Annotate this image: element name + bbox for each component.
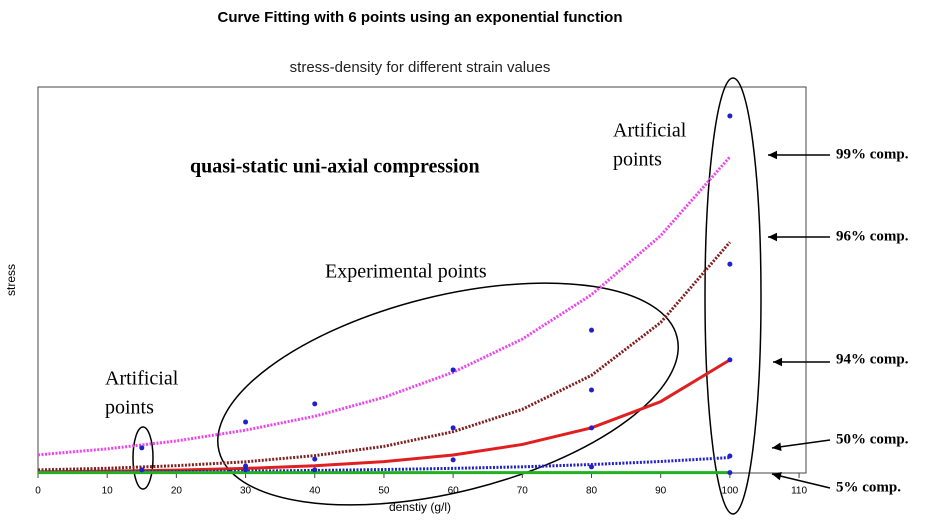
series-line: [37, 358, 731, 474]
x-axis-label: denstiy (g/l): [389, 500, 451, 514]
series-line: [37, 241, 732, 472]
data-point: [312, 401, 318, 407]
data-point: [727, 453, 733, 459]
legend-arrow: [771, 439, 831, 449]
data-point: [727, 261, 733, 267]
data-point: [589, 327, 595, 333]
x-tick-label: 80: [586, 486, 598, 497]
data-point: [243, 419, 249, 425]
legend-label: 94% comp.: [836, 351, 909, 367]
data-point: [727, 357, 733, 363]
ellipses: [132, 77, 762, 515]
x-tick-label: 40: [309, 486, 321, 497]
legend-arrowhead: [773, 357, 783, 367]
annotation: Experimental points: [325, 261, 487, 283]
data-point: [589, 464, 595, 470]
data-point: [589, 387, 595, 393]
legend-arrowhead: [768, 150, 778, 160]
data-point: [450, 457, 456, 463]
x-tick-label: 0: [35, 486, 41, 497]
data-point: [727, 470, 733, 476]
y-axis-label: stress: [4, 264, 18, 296]
legend-arrowhead: [772, 442, 782, 451]
ellipse: [217, 282, 679, 506]
x-tick-label: 110: [791, 486, 807, 497]
annotation: points: [105, 397, 154, 419]
data-point: [139, 467, 145, 473]
data-point: [450, 367, 456, 373]
data-point: [139, 445, 145, 451]
series-line: [37, 155, 732, 457]
annotation: quasi-static uni-axial compression: [190, 156, 480, 178]
data-point: [727, 113, 733, 119]
data-point: [243, 467, 249, 473]
legend-arrowhead: [772, 471, 782, 481]
x-tick-label: 100: [722, 486, 739, 497]
ellipse: [704, 77, 762, 515]
x-tick-label: 50: [378, 486, 390, 497]
x-tick-label: 10: [102, 486, 114, 497]
legend-label: 96% comp.: [836, 228, 909, 244]
annotation: Artificial: [105, 368, 179, 390]
legend-label: 50% comp.: [836, 431, 909, 447]
legend-arrowhead: [768, 232, 778, 242]
data-point: [312, 467, 318, 473]
chart-title: Curve Fitting with 6 points using an exp…: [218, 9, 623, 26]
x-tick-label: 20: [171, 486, 183, 497]
data-point: [312, 456, 318, 462]
legend-label: 99% comp.: [836, 146, 909, 162]
legend-label: 5% comp.: [836, 479, 901, 495]
annotation: Artificial: [613, 120, 687, 142]
x-tick-label: 60: [448, 486, 460, 497]
x-tick-label: 90: [655, 486, 667, 497]
legend-arrow: [771, 473, 831, 489]
data-point: [243, 463, 249, 469]
x-tick-label: 70: [517, 486, 529, 497]
data-point: [450, 425, 456, 431]
data-point: [589, 425, 595, 431]
annotation: points: [613, 149, 662, 171]
ellipse: [132, 426, 154, 490]
chart-subtitle: stress-density for different strain valu…: [290, 59, 551, 76]
x-tick-label: 30: [240, 486, 252, 497]
